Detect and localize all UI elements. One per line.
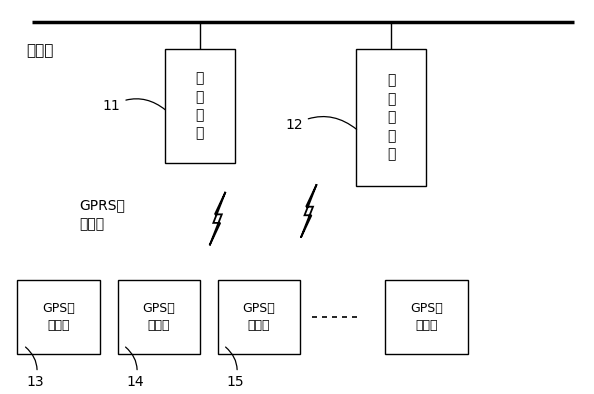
FancyBboxPatch shape — [356, 48, 426, 186]
FancyBboxPatch shape — [217, 280, 300, 354]
Text: 13: 13 — [26, 347, 44, 389]
FancyBboxPatch shape — [386, 280, 467, 354]
Polygon shape — [210, 192, 226, 245]
Text: 11: 11 — [103, 99, 165, 113]
Text: GPRS无
线网络: GPRS无 线网络 — [79, 198, 125, 232]
Text: GPS车
载终端: GPS车 载终端 — [42, 302, 75, 332]
FancyBboxPatch shape — [118, 280, 200, 354]
Text: 升
级
服
务
器: 升 级 服 务 器 — [387, 74, 396, 161]
Text: 监
控
终
端: 监 控 终 端 — [195, 71, 204, 141]
Text: 12: 12 — [285, 117, 356, 132]
FancyBboxPatch shape — [17, 280, 100, 354]
Text: 15: 15 — [226, 347, 244, 389]
Text: GPS车
载终端: GPS车 载终端 — [410, 302, 443, 332]
Text: GPS车
载终端: GPS车 载终端 — [242, 302, 275, 332]
Text: GPS车
载终端: GPS车 载终端 — [143, 302, 175, 332]
Text: 以太网: 以太网 — [26, 43, 53, 58]
FancyBboxPatch shape — [165, 48, 235, 163]
Text: 14: 14 — [125, 347, 144, 389]
Polygon shape — [301, 184, 317, 238]
